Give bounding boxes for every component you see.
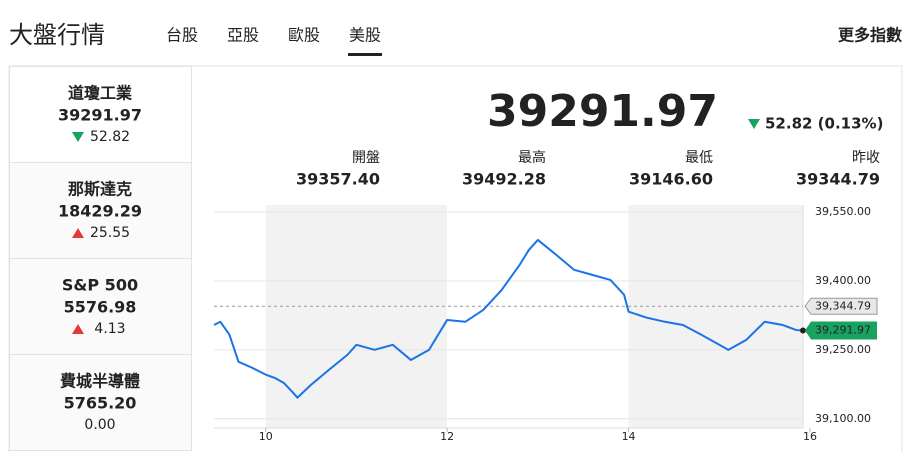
x-tick-label: 16 bbox=[803, 430, 817, 443]
tab[interactable]: 美股 bbox=[349, 26, 381, 45]
quote-change: 52.82 (0.13%) bbox=[765, 115, 883, 133]
session-shade bbox=[628, 205, 803, 428]
change-arrow bbox=[72, 324, 84, 334]
stat-value: 39146.60 bbox=[629, 170, 713, 189]
reference-label: 39,344.79 bbox=[815, 299, 871, 312]
index-change: 0.00 bbox=[84, 417, 115, 433]
index-name: 費城半導體 bbox=[60, 372, 140, 391]
index-name: 道瓊工業 bbox=[68, 84, 133, 103]
index-value: 5765.20 bbox=[64, 394, 137, 413]
y-tick-label: 39,550.00 bbox=[815, 205, 871, 218]
x-tick-label: 10 bbox=[259, 430, 273, 443]
index-name: 那斯達克 bbox=[68, 180, 132, 199]
y-tick-label: 39,400.00 bbox=[815, 274, 871, 287]
price-line bbox=[213, 238, 803, 399]
last-tag bbox=[805, 321, 877, 340]
change-arrow bbox=[72, 132, 84, 142]
index-item[interactable] bbox=[9, 258, 192, 355]
stat-label: 開盤 bbox=[352, 150, 380, 166]
index-item[interactable] bbox=[9, 162, 192, 259]
more-link[interactable]: 更多指數 bbox=[838, 26, 902, 45]
index-change: 4.13 bbox=[94, 321, 125, 337]
stat-value: 39492.28 bbox=[462, 170, 546, 189]
quote-value: 39291.97 bbox=[487, 86, 718, 137]
index-change: 52.82 bbox=[90, 129, 130, 145]
last-dot bbox=[800, 327, 806, 334]
tab[interactable]: 亞股 bbox=[227, 26, 259, 45]
index-change: 25.55 bbox=[90, 225, 130, 241]
index-item[interactable] bbox=[9, 354, 192, 451]
x-tick-label: 12 bbox=[440, 430, 454, 443]
stat-label: 最高 bbox=[518, 149, 546, 166]
page-title: 大盤行情 bbox=[9, 21, 105, 49]
tab[interactable]: 台股 bbox=[166, 26, 198, 45]
session-shade bbox=[265, 205, 448, 428]
stat-label: 最低 bbox=[685, 150, 713, 166]
y-tick-label: 39,250.00 bbox=[815, 343, 871, 356]
tab-underline bbox=[348, 53, 382, 56]
tab[interactable]: 歐股 bbox=[288, 26, 320, 45]
stat-value: 39357.40 bbox=[296, 170, 380, 189]
last-label: 39,291.97 bbox=[815, 324, 871, 337]
index-value: 18429.29 bbox=[58, 202, 142, 221]
quote-arrow bbox=[748, 119, 760, 129]
y-tick-label: 39,100.00 bbox=[815, 412, 871, 425]
index-value: 39291.97 bbox=[58, 106, 142, 125]
reference-tag bbox=[804, 297, 878, 315]
stat-value: 39344.79 bbox=[796, 170, 880, 189]
change-arrow bbox=[72, 228, 84, 238]
stat-label: 昨收 bbox=[852, 150, 880, 166]
x-tick-label: 14 bbox=[622, 430, 636, 443]
index-value: 5576.98 bbox=[64, 298, 137, 317]
index-name: S&P 500 bbox=[62, 276, 138, 295]
